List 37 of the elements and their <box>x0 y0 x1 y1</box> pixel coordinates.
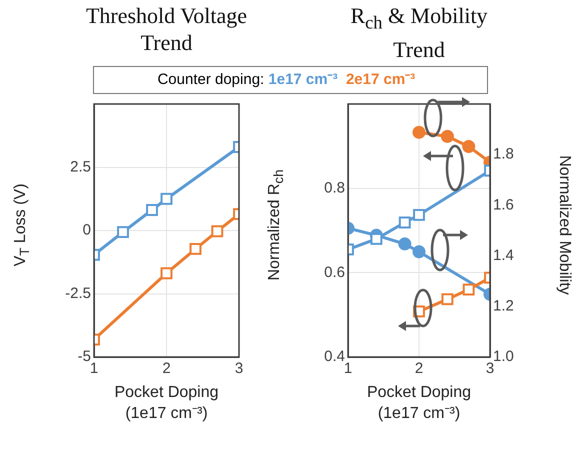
point <box>412 126 426 139</box>
y2-tick-label: 1.2 <box>493 298 514 315</box>
chart-title: Threshold Voltage Trend <box>84 2 248 56</box>
point <box>160 267 172 280</box>
point <box>441 293 454 306</box>
legend-title: Counter doping: <box>157 71 264 88</box>
y2-tick-label: 1.4 <box>493 246 514 264</box>
point <box>440 130 454 143</box>
y2-axis-title: Normalized Mobility <box>555 155 573 295</box>
point <box>160 192 172 205</box>
point <box>398 216 411 228</box>
point <box>190 243 202 255</box>
y2-tick-label: 1.0 <box>493 348 514 366</box>
text: 1e17 cm⁻³ <box>268 71 338 88</box>
x-tick-label: 3 <box>234 360 244 378</box>
y-tick-label: -5 <box>78 348 91 366</box>
y-tick-label: 0 <box>82 222 91 239</box>
x-axis-title: Pocket Doping (1e17 cm⁻³) <box>366 383 472 424</box>
point <box>146 204 158 216</box>
y-tick-label: 2.5 <box>70 158 91 176</box>
chart-title: R$_{ch}$ & Mobility Trend <box>349 2 489 64</box>
point <box>413 208 425 221</box>
y2-tick-label: 1.6 <box>493 196 514 214</box>
point <box>398 237 412 250</box>
y-tick-label: -2.5 <box>65 284 91 302</box>
x-tick-label: 1 <box>344 360 352 378</box>
y-tick-label: 0.4 <box>324 348 345 366</box>
y2-tick-label: 1.8 <box>493 146 514 163</box>
y-tick-label: 0.8 <box>324 179 345 196</box>
y-tick-label: 0.6 <box>324 264 345 281</box>
x-tick-label: 2 <box>414 360 424 378</box>
x-axis-title: Pocket Doping (1e17 cm⁻³) <box>113 383 220 424</box>
text: 2e17 cm⁻³ <box>346 71 416 88</box>
x-tick-label: 3 <box>486 360 494 378</box>
point <box>412 245 426 258</box>
x-tick-label: 1 <box>90 360 98 378</box>
x-tick-label: 2 <box>162 360 171 378</box>
